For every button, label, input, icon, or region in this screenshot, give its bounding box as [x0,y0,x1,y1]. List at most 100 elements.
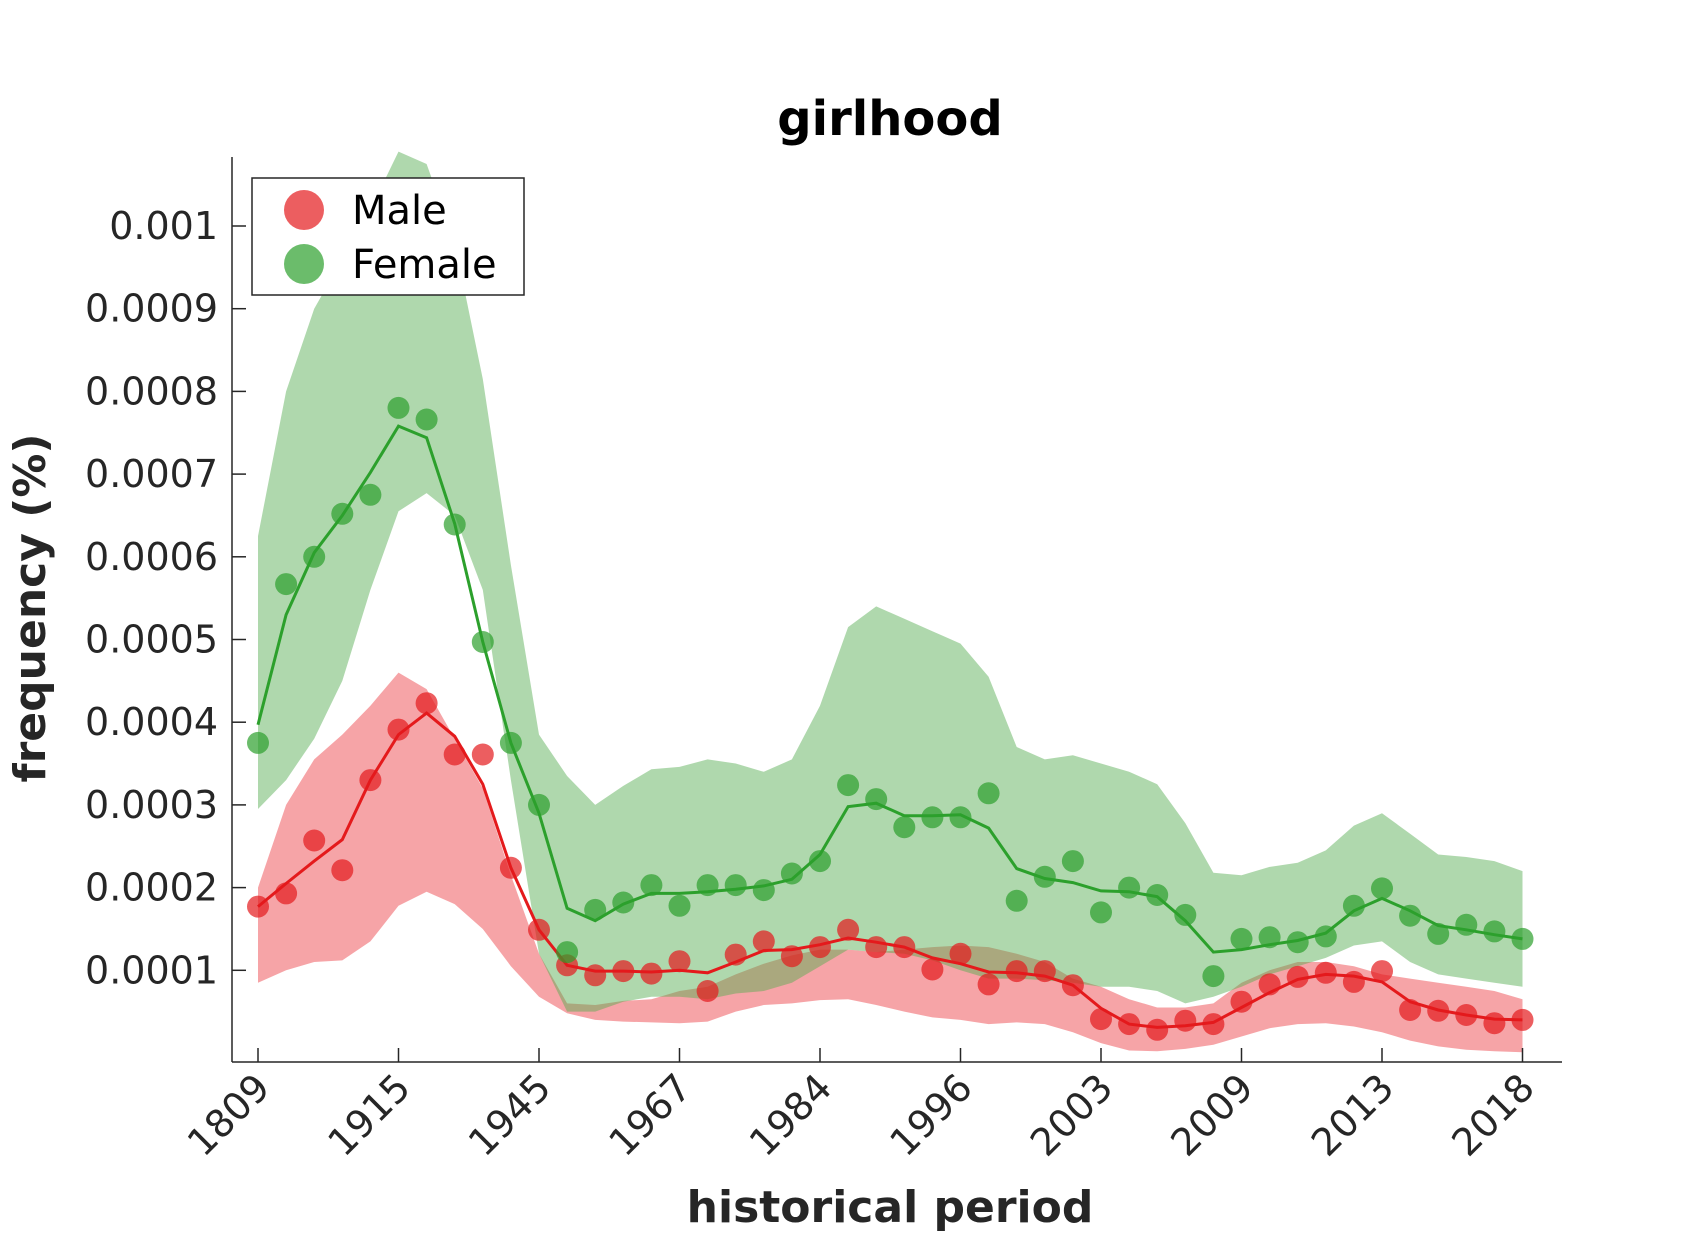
marker-female [668,894,691,917]
y-tick-label: 0.001 [109,204,218,248]
y-tick-label: 0.0003 [85,783,218,827]
marker-female [556,941,579,964]
marker-male [640,962,663,985]
legend-label-male: Male [352,188,447,234]
marker-male [977,973,1000,996]
marker-male [1399,999,1422,1021]
marker-female [247,731,269,754]
marker-male [1371,960,1393,983]
marker-female [1511,927,1534,950]
marker-female [1286,931,1309,954]
marker-male [1118,1013,1141,1036]
marker-female [1146,884,1169,906]
marker-male [921,958,944,981]
marker-female [1118,876,1141,899]
marker-male [1511,1008,1534,1031]
marker-male [1230,990,1253,1013]
marker-female [1258,926,1281,949]
marker-male [809,936,831,959]
marker-male [1258,973,1281,996]
marker-male [471,743,494,766]
marker-male [837,918,860,941]
y-tick-label: 0.0006 [85,535,218,579]
marker-female [780,862,803,885]
marker-female [1061,850,1084,873]
marker-male [1202,1013,1225,1036]
marker-female [977,782,1000,805]
marker-female [303,545,326,568]
legend-marker-female [284,244,324,284]
marker-female [1174,903,1197,926]
marker-male [752,930,775,953]
marker-male [275,882,298,905]
marker-male [387,718,410,741]
marker-male [443,743,466,766]
marker-female [1455,913,1478,936]
marker-male [303,829,326,852]
marker-female [1371,877,1393,900]
marker-male [1342,970,1365,993]
marker-male [696,980,719,1002]
marker-female [1427,922,1450,945]
marker-female [724,874,747,897]
marker-female [471,631,494,653]
y-tick-label: 0.0004 [85,700,218,744]
marker-female [275,573,298,596]
y-tick-label: 0.0008 [85,369,218,413]
line-male [257,711,1523,1029]
marker-male [1090,1008,1112,1031]
marker-female [1005,889,1028,912]
marker-female [1483,920,1506,943]
marker-female [1090,901,1112,924]
marker-male [499,856,522,879]
marker-female [387,396,410,419]
marker-male [1483,1012,1506,1035]
marker-female [415,408,438,431]
marker-male [1314,961,1337,984]
marker-female [752,879,775,902]
marker-male [1005,960,1028,983]
marker-female [359,483,382,506]
marker-male [1455,1004,1478,1026]
marker-female [612,891,635,914]
marker-male [865,936,888,959]
marker-female [837,774,860,797]
marker-male [1033,960,1056,983]
marker-female [696,874,719,897]
marker-male [1174,1009,1197,1032]
marker-female [1230,927,1253,950]
marker-male [415,692,438,715]
legend-label-female: Female [352,242,497,288]
y-tick-label: 0.0007 [85,452,218,496]
series-markers [247,396,1534,1041]
marker-female [640,874,663,897]
marker-male [668,950,691,973]
confidence-bands [258,151,1523,1053]
marker-male [1427,999,1450,1022]
marker-male [359,769,382,792]
marker-female [893,816,916,839]
marker-female [1342,894,1365,917]
marker-female [1399,904,1422,927]
marker-female [1033,865,1056,888]
marker-male [1286,965,1309,988]
marker-female [809,850,831,873]
y-tick-label: 0.0002 [85,866,218,910]
y-tick-label: 0.0005 [85,618,218,662]
axes [231,157,1562,1063]
series-lines [256,424,1523,1029]
marker-male [1061,974,1084,997]
legend: Male Female [251,177,525,296]
marker-male [584,964,607,987]
marker-female [331,502,354,525]
marker-female [528,793,550,816]
line-female [256,424,1523,954]
y-tick-label: 0.0001 [85,948,218,992]
marker-female [865,788,888,811]
marker-male [528,918,550,941]
marker-male [247,895,269,918]
marker-male [612,960,635,983]
marker-female [584,898,607,921]
marker-female [921,806,944,829]
